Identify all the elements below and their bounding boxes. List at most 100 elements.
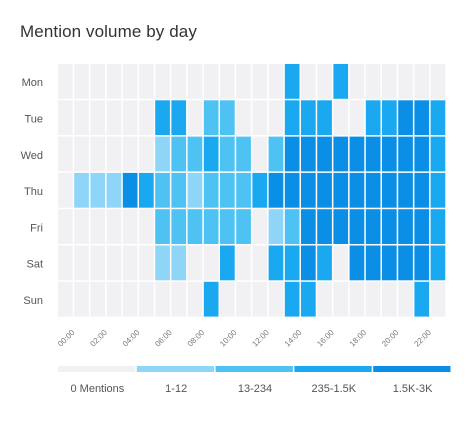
hour-tick-label: 02:00 <box>88 328 109 349</box>
legend-label: 235-1.5K <box>311 383 356 395</box>
heatmap-cell <box>122 64 138 99</box>
hour-tick-label: 14:00 <box>283 328 304 349</box>
heatmap-cell <box>58 245 73 281</box>
heatmap-cell <box>398 281 413 317</box>
heatmap-cell <box>58 281 73 317</box>
heatmap-cell <box>90 172 106 208</box>
heatmap-cell <box>139 64 154 99</box>
heatmap-cell <box>220 281 235 317</box>
heatmap-cell <box>58 172 73 208</box>
heatmap-cell <box>155 245 170 281</box>
heatmap-cell <box>365 281 381 317</box>
heatmap-cell <box>333 64 349 99</box>
heatmap-cell <box>365 245 381 281</box>
heatmap-cell <box>284 136 300 172</box>
heatmap-cell <box>90 136 106 172</box>
heatmap-cell <box>155 172 170 208</box>
heatmap-cell <box>398 172 413 208</box>
heatmap-cell <box>333 245 349 281</box>
heatmap-cell <box>414 64 430 99</box>
heatmap-cell <box>430 209 446 244</box>
heatmap-cell <box>349 64 365 99</box>
day-label-tue: Tue <box>24 113 43 125</box>
heatmap-cell <box>155 209 170 244</box>
heatmap-cell <box>171 100 187 136</box>
day-label-mon: Mon <box>22 77 43 89</box>
heatmap-cell <box>187 100 203 136</box>
heatmap-cell <box>268 245 284 281</box>
heatmap-cell <box>430 245 446 281</box>
hour-tick-label: 12:00 <box>250 328 271 349</box>
heatmap-cell <box>187 172 203 208</box>
heatmap-cell <box>203 172 219 208</box>
heatmap-cell <box>139 281 154 317</box>
heatmap-cell <box>284 245 300 281</box>
heatmap-cell <box>220 100 235 136</box>
heatmap-cell <box>317 209 332 244</box>
heatmap-cell <box>268 209 284 244</box>
heatmap-cell <box>268 172 284 208</box>
heatmap-cell <box>414 281 430 317</box>
heatmap-cell <box>58 100 73 136</box>
heatmap-cell <box>349 172 365 208</box>
heatmap-cell <box>106 281 122 317</box>
heatmap-cell <box>90 100 106 136</box>
heatmap-cell <box>414 245 430 281</box>
heatmap-cell <box>333 172 349 208</box>
heatmap-cell <box>333 136 349 172</box>
heatmap-cell <box>90 245 106 281</box>
legend-swatch <box>58 366 136 372</box>
hour-tick-label: 20:00 <box>380 328 401 349</box>
heatmap-cell <box>155 281 170 317</box>
heatmap-cell <box>220 136 235 172</box>
heatmap-cell <box>155 64 170 99</box>
heatmap-cell <box>349 136 365 172</box>
heatmap-cell <box>90 209 106 244</box>
heatmap-cell <box>268 64 284 99</box>
heatmap-cell <box>414 136 430 172</box>
heatmap-cell <box>220 64 235 99</box>
hour-tick-label: 18:00 <box>348 328 369 349</box>
heatmap-cell <box>236 245 251 281</box>
hour-tick-label: 16:00 <box>315 328 336 349</box>
heatmap-cell <box>284 172 300 208</box>
heatmap-cell <box>333 100 349 136</box>
heatmap-cell <box>139 100 154 136</box>
heatmap-cell <box>284 281 300 317</box>
heatmap-cell <box>284 209 300 244</box>
heatmap-cell <box>430 64 446 99</box>
heatmap-cell <box>430 100 446 136</box>
heatmap-cell <box>58 136 73 172</box>
legend-swatch <box>294 366 372 372</box>
legend-swatch <box>136 366 215 372</box>
heatmap-cell <box>284 100 300 136</box>
heatmap-cell <box>365 209 381 244</box>
heatmap-cell <box>106 245 122 281</box>
heatmap-cell <box>398 100 413 136</box>
heatmap-cell <box>171 136 187 172</box>
heatmap-cell <box>203 209 219 244</box>
heatmap-cell <box>139 209 154 244</box>
heatmap-cell <box>398 136 413 172</box>
heatmap-cell <box>139 136 154 172</box>
heatmap-cell <box>301 245 316 281</box>
heatmap-cell <box>252 64 268 99</box>
heatmap-cell <box>155 100 170 136</box>
heatmap-cell <box>317 64 332 99</box>
heatmap-cell <box>74 100 89 136</box>
heatmap-cell <box>349 281 365 317</box>
heatmap-cell <box>171 64 187 99</box>
heatmap-cell <box>203 281 219 317</box>
legend-label: 13-234 <box>238 383 272 395</box>
hour-tick-label: 06:00 <box>153 328 174 349</box>
day-label-sun: Sun <box>23 295 43 307</box>
heatmap-cell <box>139 172 154 208</box>
heatmap-cell <box>106 209 122 244</box>
heatmap-cell <box>74 64 89 99</box>
heatmap-cell <box>333 281 349 317</box>
heatmap-cell <box>122 136 138 172</box>
heatmap-cell <box>268 281 284 317</box>
heatmap-cell <box>382 172 397 208</box>
heatmap-cell <box>220 172 235 208</box>
